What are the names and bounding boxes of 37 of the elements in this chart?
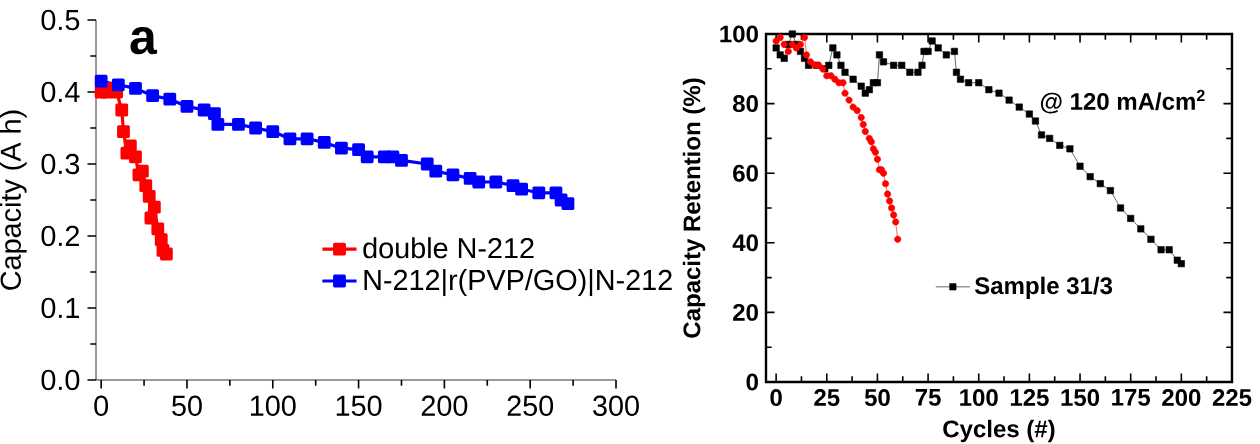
- x-tick-label: 200: [1162, 389, 1201, 407]
- x-tick-label: 0: [770, 389, 782, 407]
- y-tick-label: 80: [732, 95, 758, 113]
- x-tick-label: 175: [1112, 389, 1151, 406]
- x-tick-label: 50: [864, 389, 890, 407]
- x-tick-label: 250: [507, 395, 554, 416]
- x-tick-label: 0: [94, 395, 109, 416]
- y-tick-label: 40: [732, 234, 758, 252]
- y-tick-label: 0.4: [41, 81, 80, 103]
- y-tick-label: 0.2: [41, 225, 79, 247]
- x-tick-label: 100: [250, 395, 296, 416]
- x-axis-title: Cycles (#): [943, 419, 1055, 443]
- y-tick-label: 0.0: [41, 369, 80, 391]
- annotation: a: [130, 27, 158, 55]
- x-tick-label: 125: [1010, 389, 1049, 407]
- y-tick-label: 60: [733, 164, 758, 182]
- x-tick-label: 300: [593, 395, 639, 416]
- legend-label: Sample 31/3: [974, 276, 1113, 300]
- x-tick-label: 200: [421, 395, 468, 416]
- x-tick-label: 150: [1061, 389, 1100, 407]
- y-tick-label: 0.3: [41, 153, 80, 175]
- x-tick-label: 150: [336, 395, 382, 416]
- x-tick-label: 225: [1212, 389, 1252, 407]
- x-tick-label: 75: [915, 389, 941, 406]
- x-tick-label: 25: [814, 389, 840, 407]
- y-tick-label: 100: [720, 25, 758, 43]
- x-tick-label: 50: [172, 395, 202, 416]
- legend-label: double N-212: [363, 237, 534, 259]
- annotation: @ 120 mA/cm$^{2}$: [1040, 89, 1205, 114]
- y-tick-label: 0.1: [41, 297, 80, 319]
- legend-label: N-212|r(PVP/GO)|N-212: [364, 269, 672, 297]
- y-tick-label: 0: [746, 373, 758, 391]
- y-axis-title: Capacity Retention (%): [682, 78, 706, 338]
- y-axis-title: Capacity (A h): [0, 110, 27, 290]
- y-tick-label: 20: [733, 303, 758, 321]
- y-tick-label: 0.5: [41, 9, 80, 31]
- x-tick-label: 100: [960, 389, 998, 407]
